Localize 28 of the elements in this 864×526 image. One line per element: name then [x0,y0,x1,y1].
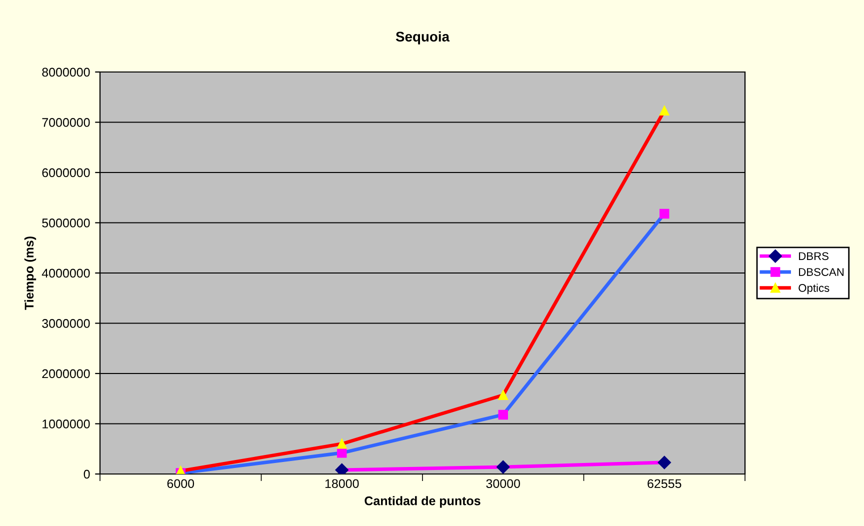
legend-label: DBRS [799,252,828,260]
point [337,448,347,458]
point [660,106,670,116]
legend-label: Optics [798,284,830,294]
x-axis-title: Cantidad de puntos [364,496,480,508]
x-tick-label: 18000 [325,479,359,488]
point [496,460,510,474]
y-tick-label: 6000000 [42,168,90,178]
x-tick-label: 6000 [167,479,194,488]
y-tick-label: 4000000 [42,268,90,278]
y-tick-label: 0 [84,470,90,479]
y-tick-label: 8000000 [42,68,90,77]
x-tick-label: 30000 [486,479,520,488]
y-tick-label: 7000000 [42,118,90,127]
point [335,463,348,474]
y-tick-label: 5000000 [42,218,90,228]
point [660,208,670,219]
point [498,410,508,420]
y-axis-title: Tiempo (ms) [24,236,36,310]
chart-title: Sequoia [396,31,450,44]
y-tick-label: 2000000 [42,369,90,378]
point [498,390,508,400]
x-tick-label: 62555 [648,479,682,488]
legend-label: DBSCAN [799,268,844,276]
point [337,438,347,449]
y-tick-label: 1000000 [42,420,90,428]
point [658,456,671,470]
y-tick-label: 3000000 [42,319,90,328]
